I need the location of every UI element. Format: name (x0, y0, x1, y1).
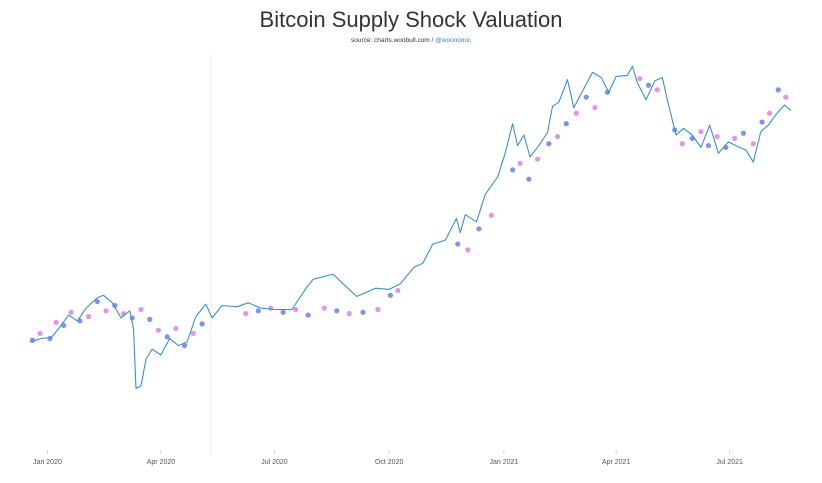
valuation-point (37, 330, 43, 337)
valuation-point (346, 311, 352, 317)
valuation-point (714, 134, 720, 140)
valuation-point (705, 142, 712, 149)
valuation-point (465, 247, 471, 253)
valuation-point (750, 141, 756, 147)
valuation-point (534, 156, 541, 162)
valuation-point (759, 119, 765, 125)
valuation-point (654, 87, 660, 93)
valuation-point (334, 308, 340, 314)
valuation-point (476, 226, 482, 232)
valuation-point (305, 312, 311, 318)
x-tick-label: Oct 2020 (375, 459, 404, 466)
valuation-point (526, 176, 532, 182)
valuation-point (375, 306, 381, 313)
valuation-point (766, 110, 773, 116)
x-tick-label: Jan 2020 (33, 459, 62, 466)
valuation-point (517, 160, 523, 166)
valuation-point (510, 167, 516, 173)
valuation-point (103, 308, 109, 314)
valuation-point (573, 110, 579, 116)
x-tick-label: Jul 2021 (716, 459, 743, 466)
x-tick-label: Jan 2021 (490, 459, 519, 466)
valuation-point (563, 121, 569, 127)
source-handle-link[interactable]: @woonomic (435, 37, 472, 44)
valuation-point (190, 330, 196, 337)
valuation-point (293, 306, 299, 313)
valuation-point (395, 287, 401, 294)
valuation-point (268, 305, 274, 311)
valuation-point (68, 309, 74, 315)
valuation-point (243, 311, 249, 317)
x-tick-label: Apr 2021 (602, 459, 631, 466)
valuation-point (199, 321, 205, 327)
valuation-point (321, 305, 327, 311)
valuation-point (554, 134, 561, 140)
x-axis: Jan 2020 Apr 2020 Jul 2020 Oct 2020 Jan 2021… (33, 450, 743, 466)
valuation-point (679, 141, 685, 147)
valuation-point (637, 75, 643, 82)
valuation-point (488, 212, 495, 218)
valuation-point (583, 94, 589, 100)
valuation-point (280, 309, 286, 315)
valuation-point (783, 94, 789, 100)
valuation-point (86, 313, 92, 320)
valuation-point (182, 342, 188, 349)
price-line-layer (29, 65, 792, 390)
valuation-point (173, 325, 179, 332)
valuation-point (138, 306, 144, 313)
valuation-point (698, 129, 704, 135)
valuation-point (147, 316, 153, 323)
x-tick-label: Jul 2020 (261, 459, 288, 466)
chart-subtitle: source: charts.woobull.com / @woonomic (0, 37, 822, 44)
valuation-point (592, 105, 598, 111)
price-series-line (29, 65, 792, 390)
valuation-point (53, 319, 59, 325)
chart-title: Bitcoin Supply Shock Valuation (259, 7, 563, 32)
valuation-point (255, 308, 261, 314)
valuation-point (155, 327, 162, 333)
x-tick-label: Apr 2020 (147, 459, 176, 466)
valuation-point (94, 298, 100, 305)
valuation-scatter-layer (29, 75, 789, 349)
valuation-point (775, 87, 781, 93)
valuation-point (387, 292, 394, 298)
valuation-point (546, 141, 552, 147)
valuation-point (164, 334, 170, 340)
source-text: source: charts.woobull.com / (350, 37, 436, 44)
valuation-point (360, 309, 366, 315)
valuation-point (732, 135, 738, 141)
valuation-point (645, 82, 652, 88)
valuation-point (740, 130, 746, 136)
valuation-point (455, 241, 461, 247)
